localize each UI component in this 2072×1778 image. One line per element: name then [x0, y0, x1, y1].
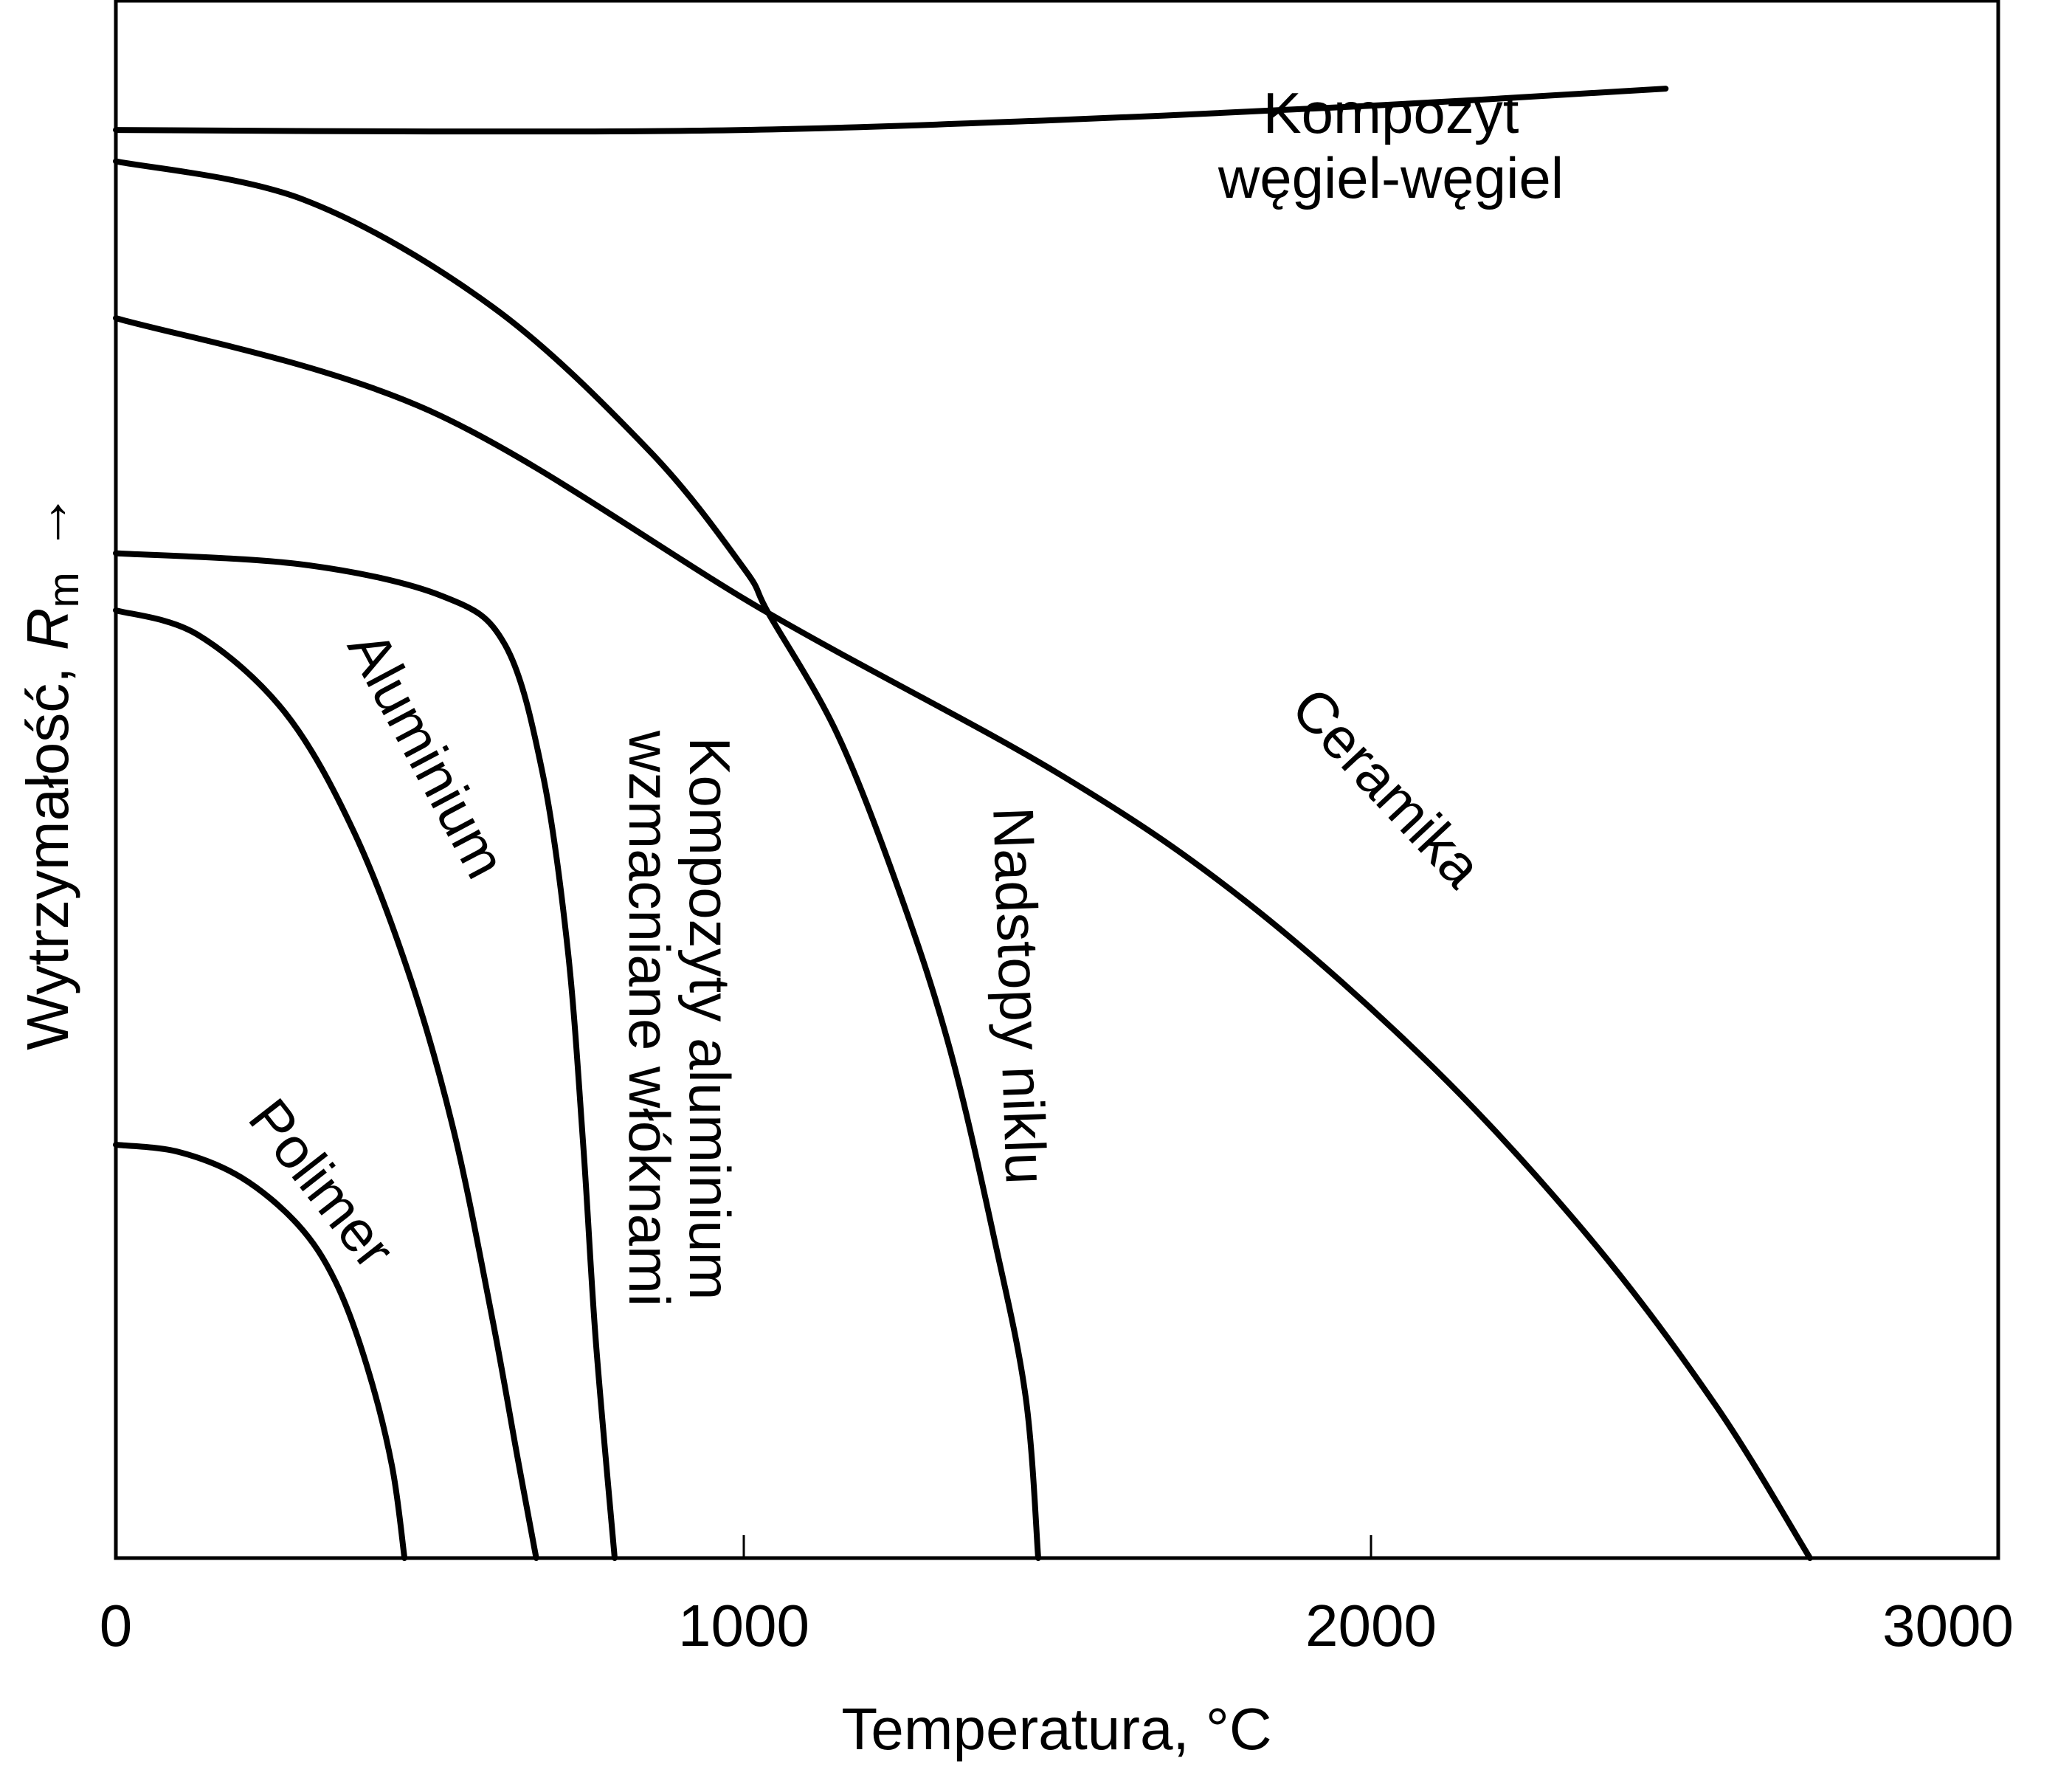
label-kompozyt-wegiel-line-1: Kompozyt	[1263, 80, 1519, 145]
series-line-aluminium	[113, 607, 539, 1561]
y-axis-title-text: Wytrzymałość,	[15, 650, 80, 1050]
series-line-nadstopy-niklu	[113, 158, 1041, 1561]
label-kompozyty-aluminium-line-1: Kompozyty aluminium	[677, 737, 742, 1300]
x-tick-label-3000: 3000	[1882, 1593, 2014, 1658]
y-axis-title-arrow: →	[15, 492, 80, 551]
label-kompozyt-wegiel-line-2: węgiel-węgiel	[1218, 145, 1564, 210]
x-axis-title: Temperatura, °C	[841, 1696, 1271, 1762]
label-nadstopy-niklu: Nadstopy niklu	[981, 806, 1059, 1185]
label-kompozyty-aluminium-line-2: wzmacniane włóknami	[617, 730, 682, 1306]
series-line-kompozyt-wegiel-wegiel	[113, 86, 1669, 135]
curve-labels: Kompozyt węgiel-węgiel Ceramika Nadstopy …	[236, 80, 1564, 1306]
x-tick-label-0: 0	[100, 1593, 133, 1658]
y-axis-title-subscript: m	[40, 572, 88, 607]
label-kompozyty-aluminium: Kompozyty aluminiumwzmacniane włóknami	[617, 730, 742, 1306]
y-axis-title-symbol: R	[15, 608, 80, 651]
x-axis: 0 1000 2000 3000 Temperatura, °C	[100, 1535, 2014, 1762]
label-kompozyt-wegiel: Kompozyt węgiel-węgiel	[1218, 80, 1564, 210]
series-line-polimer	[113, 1142, 408, 1561]
x-tick-label-1000: 1000	[678, 1593, 809, 1658]
label-ceramika: Ceramika	[1280, 675, 1495, 900]
y-axis-title: Wytrzymałość, Rm →	[15, 492, 88, 1050]
series-line-ceramika	[113, 315, 1813, 1561]
x-tick-label-2000: 2000	[1305, 1593, 1437, 1658]
series-line-kompozyty-aluminium	[113, 550, 618, 1561]
plot-frame	[114, 0, 2000, 1560]
series-layer	[113, 86, 1813, 1561]
